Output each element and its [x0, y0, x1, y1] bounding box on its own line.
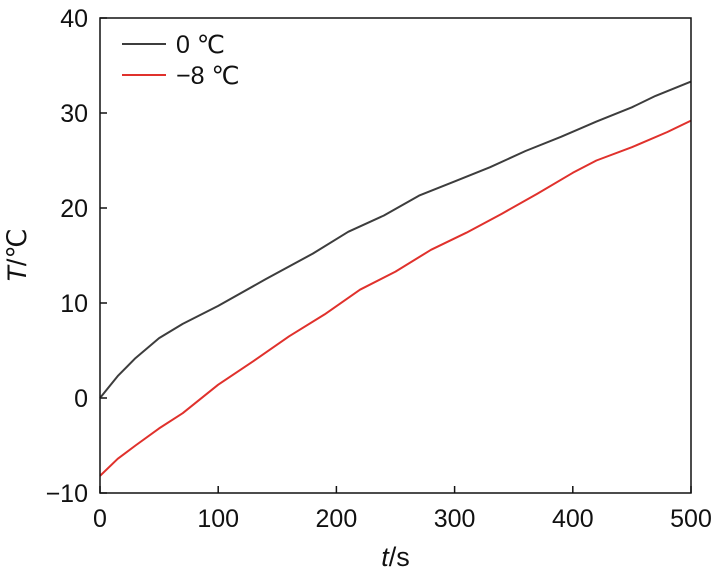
- plot-frame: [99, 17, 692, 494]
- x-tick-label: 400: [552, 505, 594, 533]
- x-tick-label: 500: [670, 505, 712, 533]
- y-tick-label: 40: [60, 5, 88, 33]
- series-layer: [99, 80, 692, 477]
- y-tick-label: −10: [46, 480, 88, 508]
- y-axis-unit: /℃: [2, 228, 32, 266]
- legend: 0 ℃ −8 ℃: [122, 31, 240, 90]
- x-tick-label: 0: [93, 505, 107, 533]
- x-axis-title: t/s: [381, 542, 410, 572]
- y-tick-label: 0: [74, 385, 88, 413]
- x-tick-label: 100: [197, 505, 239, 533]
- series-line-2: [99, 119, 692, 477]
- x-tick-label: 300: [434, 505, 476, 533]
- x-axis-symbol: t: [381, 542, 390, 572]
- x-tick-label: 200: [316, 505, 358, 533]
- y-axis-symbol: T: [2, 264, 32, 283]
- legend-label: −8 ℃: [176, 62, 240, 90]
- x-axis-unit: /s: [389, 542, 410, 572]
- legend-label: 0 ℃: [176, 31, 225, 59]
- y-tick-label: 20: [60, 195, 88, 223]
- y-tick-label: 10: [60, 290, 88, 318]
- y-tick-label: 30: [60, 100, 88, 128]
- y-axis-title: T/℃: [2, 228, 32, 282]
- series-line-1: [99, 80, 692, 399]
